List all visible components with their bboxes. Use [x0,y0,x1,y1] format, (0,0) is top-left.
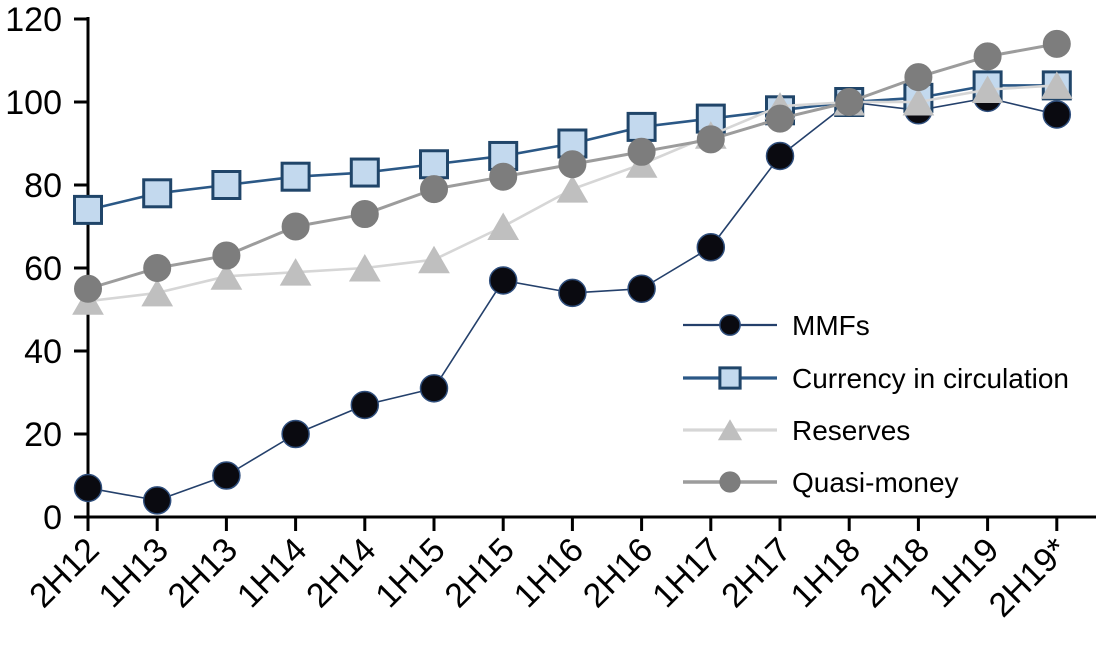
data-point-circle [627,274,656,303]
x-tick-label: 2H16 [576,531,660,615]
x-tick-label: 2H19* [982,531,1076,625]
data-point-circle [143,254,172,282]
legend-label: Currency in circulation [792,363,1069,394]
data-point-circle [627,137,656,166]
legend-label: Quasi-money [792,467,959,498]
x-tick-label: 1H15 [368,531,452,615]
data-point-circle [696,233,726,262]
data-point-circle [719,471,741,493]
data-point-circle [835,88,864,116]
data-point-square [419,149,449,180]
y-tick-label: 0 [43,499,62,537]
data-point-circle [696,125,725,154]
x-tick-label: 1H14 [230,531,314,615]
data-point-circle [142,486,172,515]
data-point-circle [420,175,448,204]
y-tick-label: 40 [24,333,62,371]
data-point-circle [489,162,518,191]
data-point-square [142,178,173,209]
legend: MMFs Currency in circulation Reserves Quasi… [683,310,1069,498]
data-point-triangle [279,258,312,286]
data-point-circle [281,212,310,241]
data-point-square [718,366,742,390]
data-point-triangle [556,175,589,203]
x-tick-label: 2H12 [22,531,106,615]
data-point-triangle [210,262,243,290]
data-point-square [211,170,242,200]
data-point-circle [719,314,741,336]
x-tick-label: 1H17 [645,531,729,615]
data-point-circle [350,200,379,229]
y-tick-label: 60 [24,250,62,288]
data-point-triangle [1040,71,1073,99]
data-point-square [488,140,519,171]
data-point-triangle [487,212,520,240]
data-point-circle [73,473,103,503]
data-point-circle [212,461,241,490]
data-point-square [626,111,657,142]
data-point-circle [766,104,794,133]
y-tick-label: 20 [24,416,62,454]
data-point-circle [419,374,449,403]
data-point-circle [281,419,310,449]
legend-item-currency-in-circulation: Currency in circulation [683,363,1069,394]
y-tick-label: 100 [5,84,62,122]
legend-item-reserves: Reserves [683,415,910,446]
data-point-circle [558,150,587,179]
y-tick-label: 120 [5,1,62,39]
data-point-triangle [348,253,381,282]
legend-item-quasi-money: Quasi-money [683,467,959,498]
data-point-triangle [971,75,1004,104]
legend-label: Reserves [792,415,910,446]
data-point-triangle [717,419,743,441]
data-point-circle [973,42,1002,71]
x-tick-label: 2H18 [853,531,937,615]
data-point-triangle [418,245,450,274]
data-point-square [280,161,311,192]
data-point-circle [212,241,241,270]
legend-label: MMFs [792,310,870,341]
x-tick-label: 2H13 [161,531,245,615]
data-point-square [349,157,380,188]
data-point-circle [488,266,518,295]
data-point-circle [904,63,933,92]
data-point-circle [558,278,587,308]
data-point-circle [350,390,380,420]
x-tick-label: 1H18 [784,531,868,615]
data-point-triangle [902,87,935,116]
data-point-square [73,194,103,225]
data-point-circle [74,274,102,303]
series-quasi-money [74,29,1071,303]
data-point-circle [1042,100,1072,129]
x-tick-label: 1H13 [92,531,176,615]
x-tick-label: 2H14 [299,531,383,615]
y-tick-label: 80 [24,167,62,205]
legend-item-mmfs: MMFs [683,310,870,341]
x-tick-label: 2H17 [714,531,798,615]
data-point-triangle [141,278,174,307]
x-tick-label: 2H15 [438,531,522,615]
data-point-circle [1042,29,1071,58]
x-tick-label: 1H16 [507,531,591,615]
data-point-circle [765,141,795,171]
